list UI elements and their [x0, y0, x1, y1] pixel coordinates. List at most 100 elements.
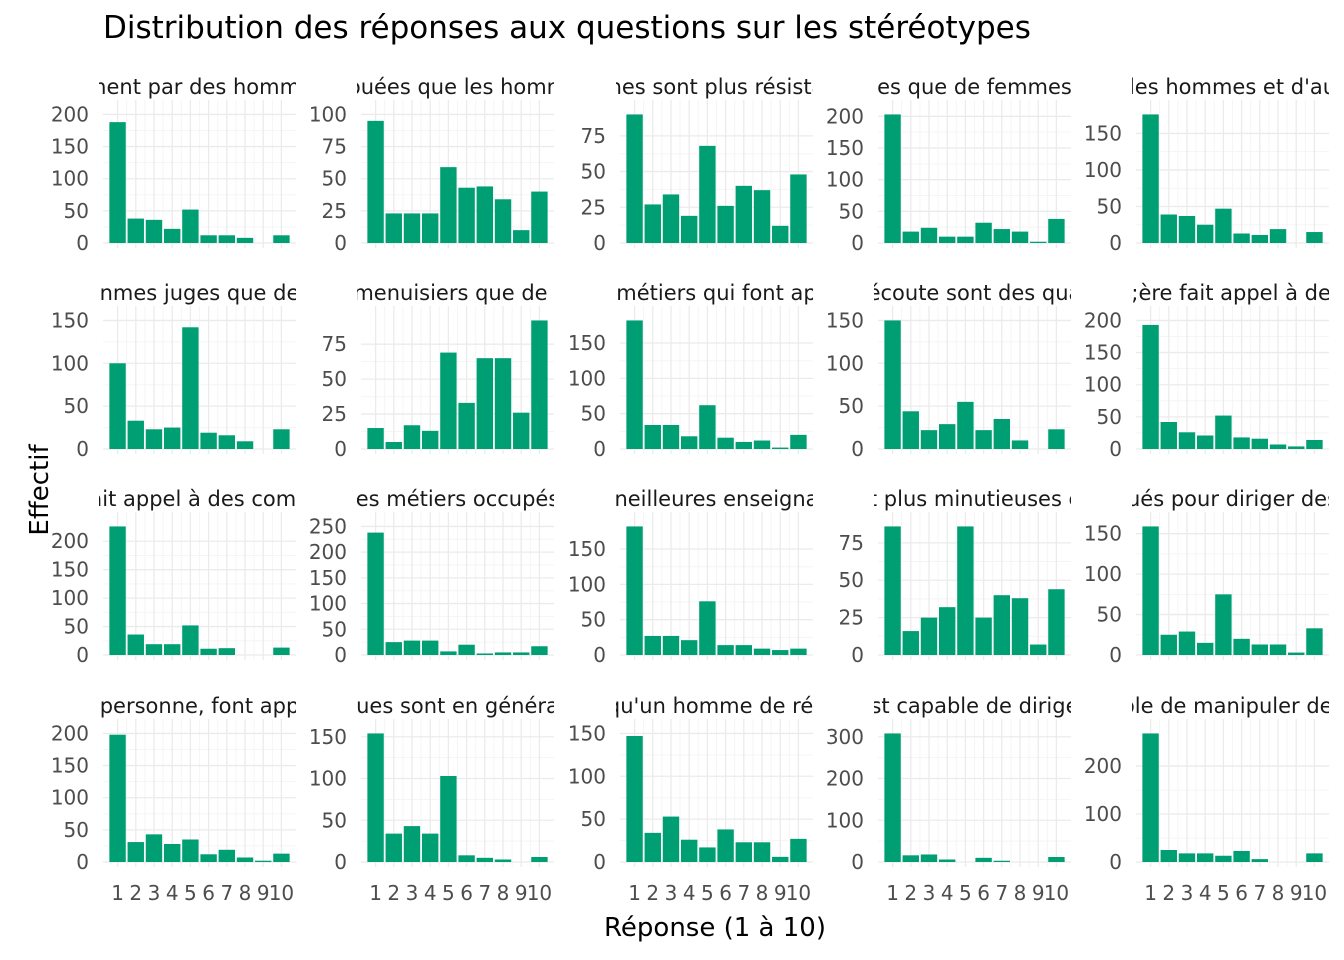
- y-tick-label: 100: [51, 786, 89, 810]
- facet-strip-label: menuisiers que de f: [353, 281, 562, 305]
- bar: [1196, 642, 1214, 655]
- x-tick-label: 5: [442, 881, 455, 905]
- x-tick-label: 5: [1217, 881, 1230, 905]
- bar: [1011, 231, 1029, 243]
- bar: [790, 648, 807, 655]
- y-tick-label: 50: [839, 199, 864, 223]
- bar: [1048, 429, 1065, 449]
- y-tick-label: 100: [51, 586, 89, 610]
- bar: [200, 854, 217, 862]
- x-tick-label: 3: [665, 881, 678, 905]
- x-tick-label: 2: [387, 881, 400, 905]
- bar: [1251, 644, 1269, 655]
- bar: [182, 209, 199, 243]
- y-tick-label: 50: [581, 402, 606, 426]
- bar: [975, 857, 992, 862]
- y-tick-label: 50: [581, 608, 606, 632]
- bar: [1269, 644, 1287, 655]
- facet-panel: menuisiers que de f 0 25 50 75: [322, 281, 562, 461]
- y-tick-label: 50: [322, 367, 347, 391]
- y-tick-label: 150: [568, 721, 606, 745]
- y-tick-label: 200: [309, 540, 347, 564]
- y-tick-label: 0: [593, 437, 606, 461]
- y-tick-label: 150: [1084, 121, 1122, 145]
- bar: [1215, 208, 1232, 243]
- facet-strip-label: es que de femmes: [877, 75, 1072, 99]
- y-axis-label: Effectif: [25, 444, 55, 536]
- y-tick-label: 50: [1097, 603, 1122, 627]
- x-tick-label: 1: [111, 881, 124, 905]
- y-tick-label: 50: [64, 818, 89, 842]
- y-tick-label: 200: [1084, 754, 1122, 778]
- bar: [1233, 638, 1250, 655]
- bar: [494, 859, 512, 862]
- y-tick-label: 0: [593, 231, 606, 255]
- bar: [367, 532, 384, 655]
- y-tick-label: 50: [322, 808, 347, 832]
- bar: [236, 237, 254, 243]
- x-tick-label: 5: [701, 881, 714, 905]
- bar: [236, 857, 254, 862]
- bar: [1215, 415, 1232, 449]
- y-tick-label: 150: [568, 331, 606, 355]
- y-tick-label: 0: [76, 231, 89, 255]
- y-tick-label: 0: [76, 437, 89, 461]
- bar: [1048, 856, 1065, 862]
- facet-strip-label: t;ère fait appel à des: [1123, 281, 1342, 305]
- bar: [163, 427, 181, 449]
- bar: [717, 829, 734, 862]
- bar: [367, 733, 384, 862]
- bar: [644, 635, 661, 655]
- y-tick-label: 0: [76, 643, 89, 667]
- y-tick-label: 100: [1084, 562, 1122, 586]
- facet-panel: es que de femmes 0 50 100 150 200: [826, 75, 1072, 255]
- x-tick-label: 6: [719, 881, 732, 905]
- bar: [753, 648, 771, 655]
- bar: [273, 235, 290, 243]
- facet-panel: ment par des homme 0 50 100 150 200: [51, 75, 296, 255]
- bar: [367, 120, 384, 243]
- x-tick-label: 7: [220, 881, 233, 905]
- bar: [735, 842, 753, 862]
- bar: [494, 652, 512, 655]
- bar: [513, 652, 530, 655]
- bar: [957, 526, 974, 655]
- bar: [1160, 422, 1177, 449]
- bar: [772, 650, 789, 655]
- y-tick-label: 0: [1109, 437, 1122, 461]
- bar: [735, 645, 753, 655]
- bar: [662, 424, 680, 449]
- bar: [790, 434, 807, 449]
- facet-panel: nes sont plus résista 0 25 50 75: [581, 75, 813, 255]
- bar: [884, 114, 901, 243]
- bar: [513, 412, 530, 449]
- y-tick-label: 0: [1109, 643, 1122, 667]
- bar: [680, 215, 698, 243]
- x-tick-label: 9: [257, 881, 270, 905]
- x-tick-label: 1: [369, 881, 382, 905]
- y-tick-label: 150: [1084, 341, 1122, 365]
- x-tick-label: 4: [1199, 881, 1212, 905]
- y-tick-label: 50: [64, 615, 89, 639]
- y-tick-label: 100: [309, 102, 347, 126]
- bar: [403, 425, 421, 449]
- bar: [1011, 440, 1029, 449]
- bar: [476, 186, 494, 243]
- bar: [938, 859, 956, 862]
- bar: [273, 429, 290, 449]
- bar: [1142, 526, 1159, 655]
- bar: [403, 213, 421, 243]
- x-tick-label: 6: [460, 881, 473, 905]
- y-tick-label: 25: [322, 402, 347, 426]
- bar: [644, 832, 661, 862]
- bar: [993, 229, 1011, 243]
- facet-panel: t plus minutieuses c 0 25 50 75: [839, 487, 1071, 667]
- bar: [717, 205, 734, 243]
- bar: [421, 430, 439, 449]
- bar: [494, 358, 512, 449]
- x-tick-label: 10: [527, 881, 552, 905]
- bar: [385, 442, 402, 449]
- bar: [127, 634, 144, 655]
- bar: [1306, 440, 1323, 449]
- y-tick-label: 50: [581, 160, 606, 184]
